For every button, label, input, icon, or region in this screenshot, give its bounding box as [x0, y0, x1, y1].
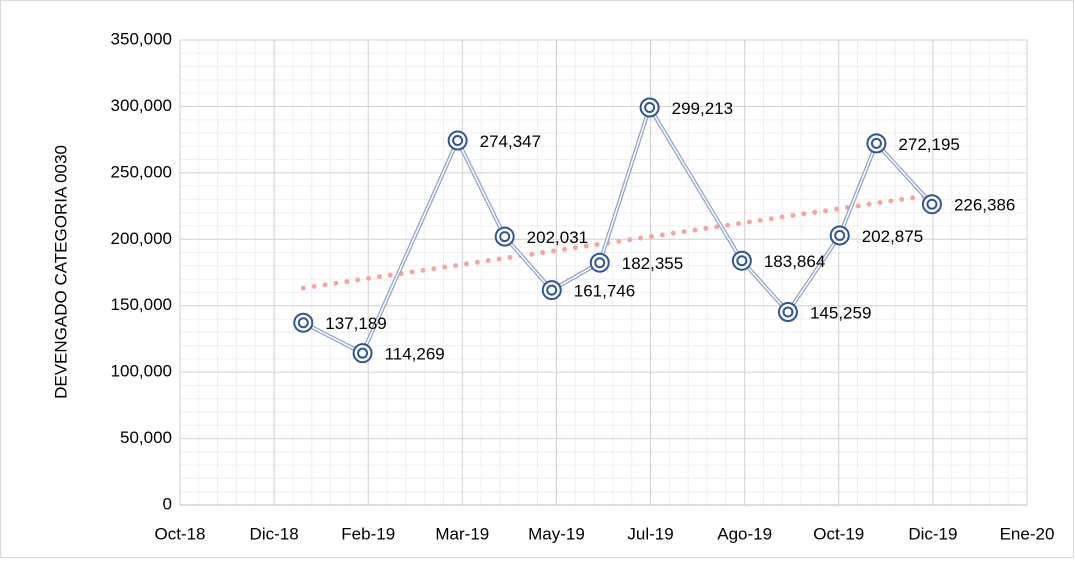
- x-tick-label: Dic-19: [908, 524, 957, 543]
- data-label: 226,386: [954, 196, 1015, 215]
- data-label: 183,864: [764, 252, 825, 271]
- marker-inner: [357, 347, 369, 359]
- y-tick-label: 150,000: [111, 295, 172, 314]
- x-tick-label: Oct-18: [154, 524, 205, 543]
- marker-inner: [594, 257, 606, 269]
- x-tick-label: Oct-19: [813, 524, 864, 543]
- series-line-inner: [302, 105, 933, 355]
- marker-inner: [736, 255, 748, 267]
- marker-inner: [834, 229, 846, 241]
- x-tick-label: May-19: [528, 524, 585, 543]
- data-label: 137,189: [325, 314, 386, 333]
- marker-inner: [644, 101, 656, 113]
- marker-inner: [870, 137, 882, 149]
- x-tick-label: Feb-19: [341, 524, 395, 543]
- y-tick-label: 0: [163, 494, 172, 513]
- x-tick-label: Ene-20: [1000, 524, 1055, 543]
- marker-inner: [499, 231, 511, 243]
- marker-inner: [926, 198, 938, 210]
- marker-inner: [546, 284, 558, 296]
- marker-inner: [452, 135, 464, 147]
- data-label: 145,259: [810, 303, 871, 322]
- data-label: 182,355: [622, 254, 683, 273]
- y-tick-label: 250,000: [111, 162, 172, 181]
- marker-inner: [782, 306, 794, 318]
- x-tick-label: Ago-19: [717, 524, 772, 543]
- data-label: 161,746: [574, 282, 635, 301]
- x-tick-label: Dic-18: [250, 524, 299, 543]
- y-tick-label: 300,000: [111, 96, 172, 115]
- trendline: [300, 192, 935, 291]
- y-tick-label: 100,000: [111, 362, 172, 381]
- data-label: 272,195: [898, 135, 959, 154]
- y-tick-label: 350,000: [111, 29, 172, 48]
- data-label: 114,269: [385, 345, 445, 364]
- marker-inner: [297, 317, 309, 329]
- data-label: 299,213: [672, 99, 733, 118]
- y-axis-label: DEVENGADO CATEGORIA 0030: [51, 145, 70, 399]
- x-tick-label: Mar-19: [435, 524, 489, 543]
- y-tick-label: 50,000: [120, 428, 172, 447]
- data-label: 274,347: [480, 132, 541, 151]
- x-tick-label: Jul-19: [627, 524, 673, 543]
- data-label: 202,031: [527, 228, 588, 247]
- data-label: 202,875: [862, 227, 923, 246]
- y-tick-label: 200,000: [111, 229, 172, 248]
